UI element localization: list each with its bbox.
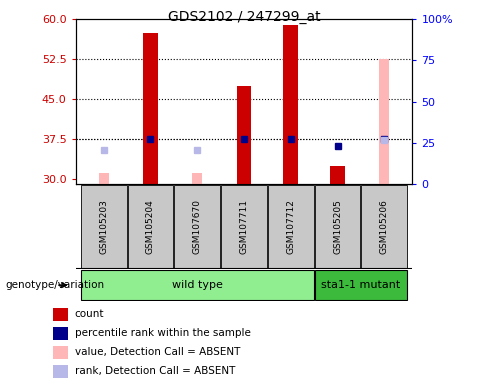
Bar [53,365,68,378]
Bar [53,327,68,340]
Text: wild type: wild type [172,280,223,290]
Bar [315,270,407,300]
Bar [237,86,251,184]
Bar [81,185,126,268]
Bar [221,185,267,268]
Bar [283,25,298,184]
Bar [127,185,173,268]
Bar [81,270,314,300]
Text: GSM105205: GSM105205 [333,199,342,254]
Bar [379,59,389,184]
Text: GSM107711: GSM107711 [240,199,248,254]
Bar [99,172,109,184]
Bar [315,185,361,268]
Text: percentile rank within the sample: percentile rank within the sample [75,328,250,338]
Text: genotype/variation: genotype/variation [5,280,104,290]
Text: value, Detection Call = ABSENT: value, Detection Call = ABSENT [75,348,240,358]
Text: sta1-1 mutant: sta1-1 mutant [321,280,401,290]
Bar [362,185,407,268]
Bar [53,308,68,321]
Text: GSM107712: GSM107712 [286,199,295,254]
Text: GDS2102 / 247299_at: GDS2102 / 247299_at [168,10,320,23]
Text: rank, Detection Call = ABSENT: rank, Detection Call = ABSENT [75,366,235,376]
Text: GSM105204: GSM105204 [146,199,155,254]
Bar [192,172,203,184]
Text: count: count [75,310,104,319]
Text: GSM105203: GSM105203 [99,199,108,254]
Bar [143,33,158,184]
Bar [330,166,345,184]
Bar [53,346,68,359]
Text: GSM105206: GSM105206 [380,199,389,254]
Text: GSM107670: GSM107670 [193,199,202,254]
Bar [268,185,314,268]
Bar [174,185,220,268]
